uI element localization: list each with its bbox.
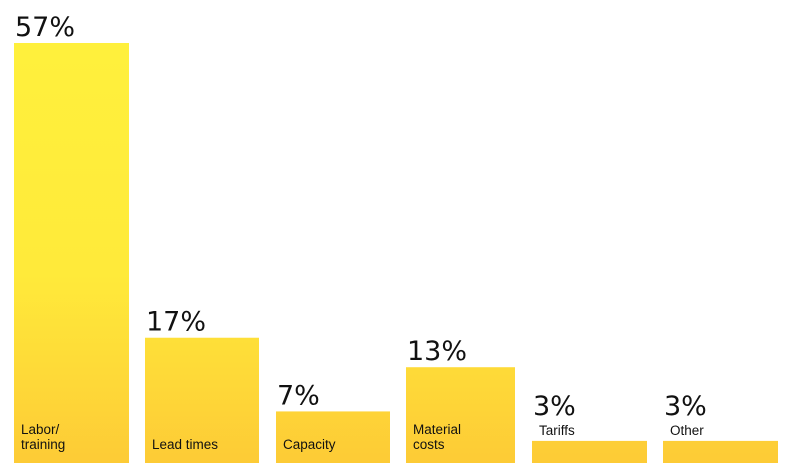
category-label-line: Material [413,422,461,437]
value-label-5: 3% [533,391,576,422]
bar-1 [14,43,129,463]
bar-5 [532,440,647,463]
category-label-line: Lead times [152,437,218,452]
category-label-1: Labor/training [21,422,65,452]
category-label-2: Lead times [152,437,218,452]
bar-4 [406,367,515,463]
category-label-line: Other [670,423,704,438]
value-label-4: 13% [407,336,467,367]
value-label-1: 57% [15,12,75,43]
value-label-3: 7% [277,380,320,411]
category-label-line: Capacity [283,437,336,452]
bar-2 [145,337,259,463]
value-label-2: 17% [146,307,206,338]
bar-6 [663,440,778,463]
category-label-5: Tariffs [539,423,575,438]
category-label-line: costs [413,437,445,452]
category-label-4: Material costs [413,422,461,452]
category-label-6: Other [670,423,704,438]
category-label-line: Labor/ [21,422,60,437]
category-label-line: training [21,437,65,452]
bar-3 [276,411,390,463]
category-label-3: Capacity [283,437,336,452]
value-label-6: 3% [664,391,707,422]
category-label-line: Tariffs [539,423,575,438]
